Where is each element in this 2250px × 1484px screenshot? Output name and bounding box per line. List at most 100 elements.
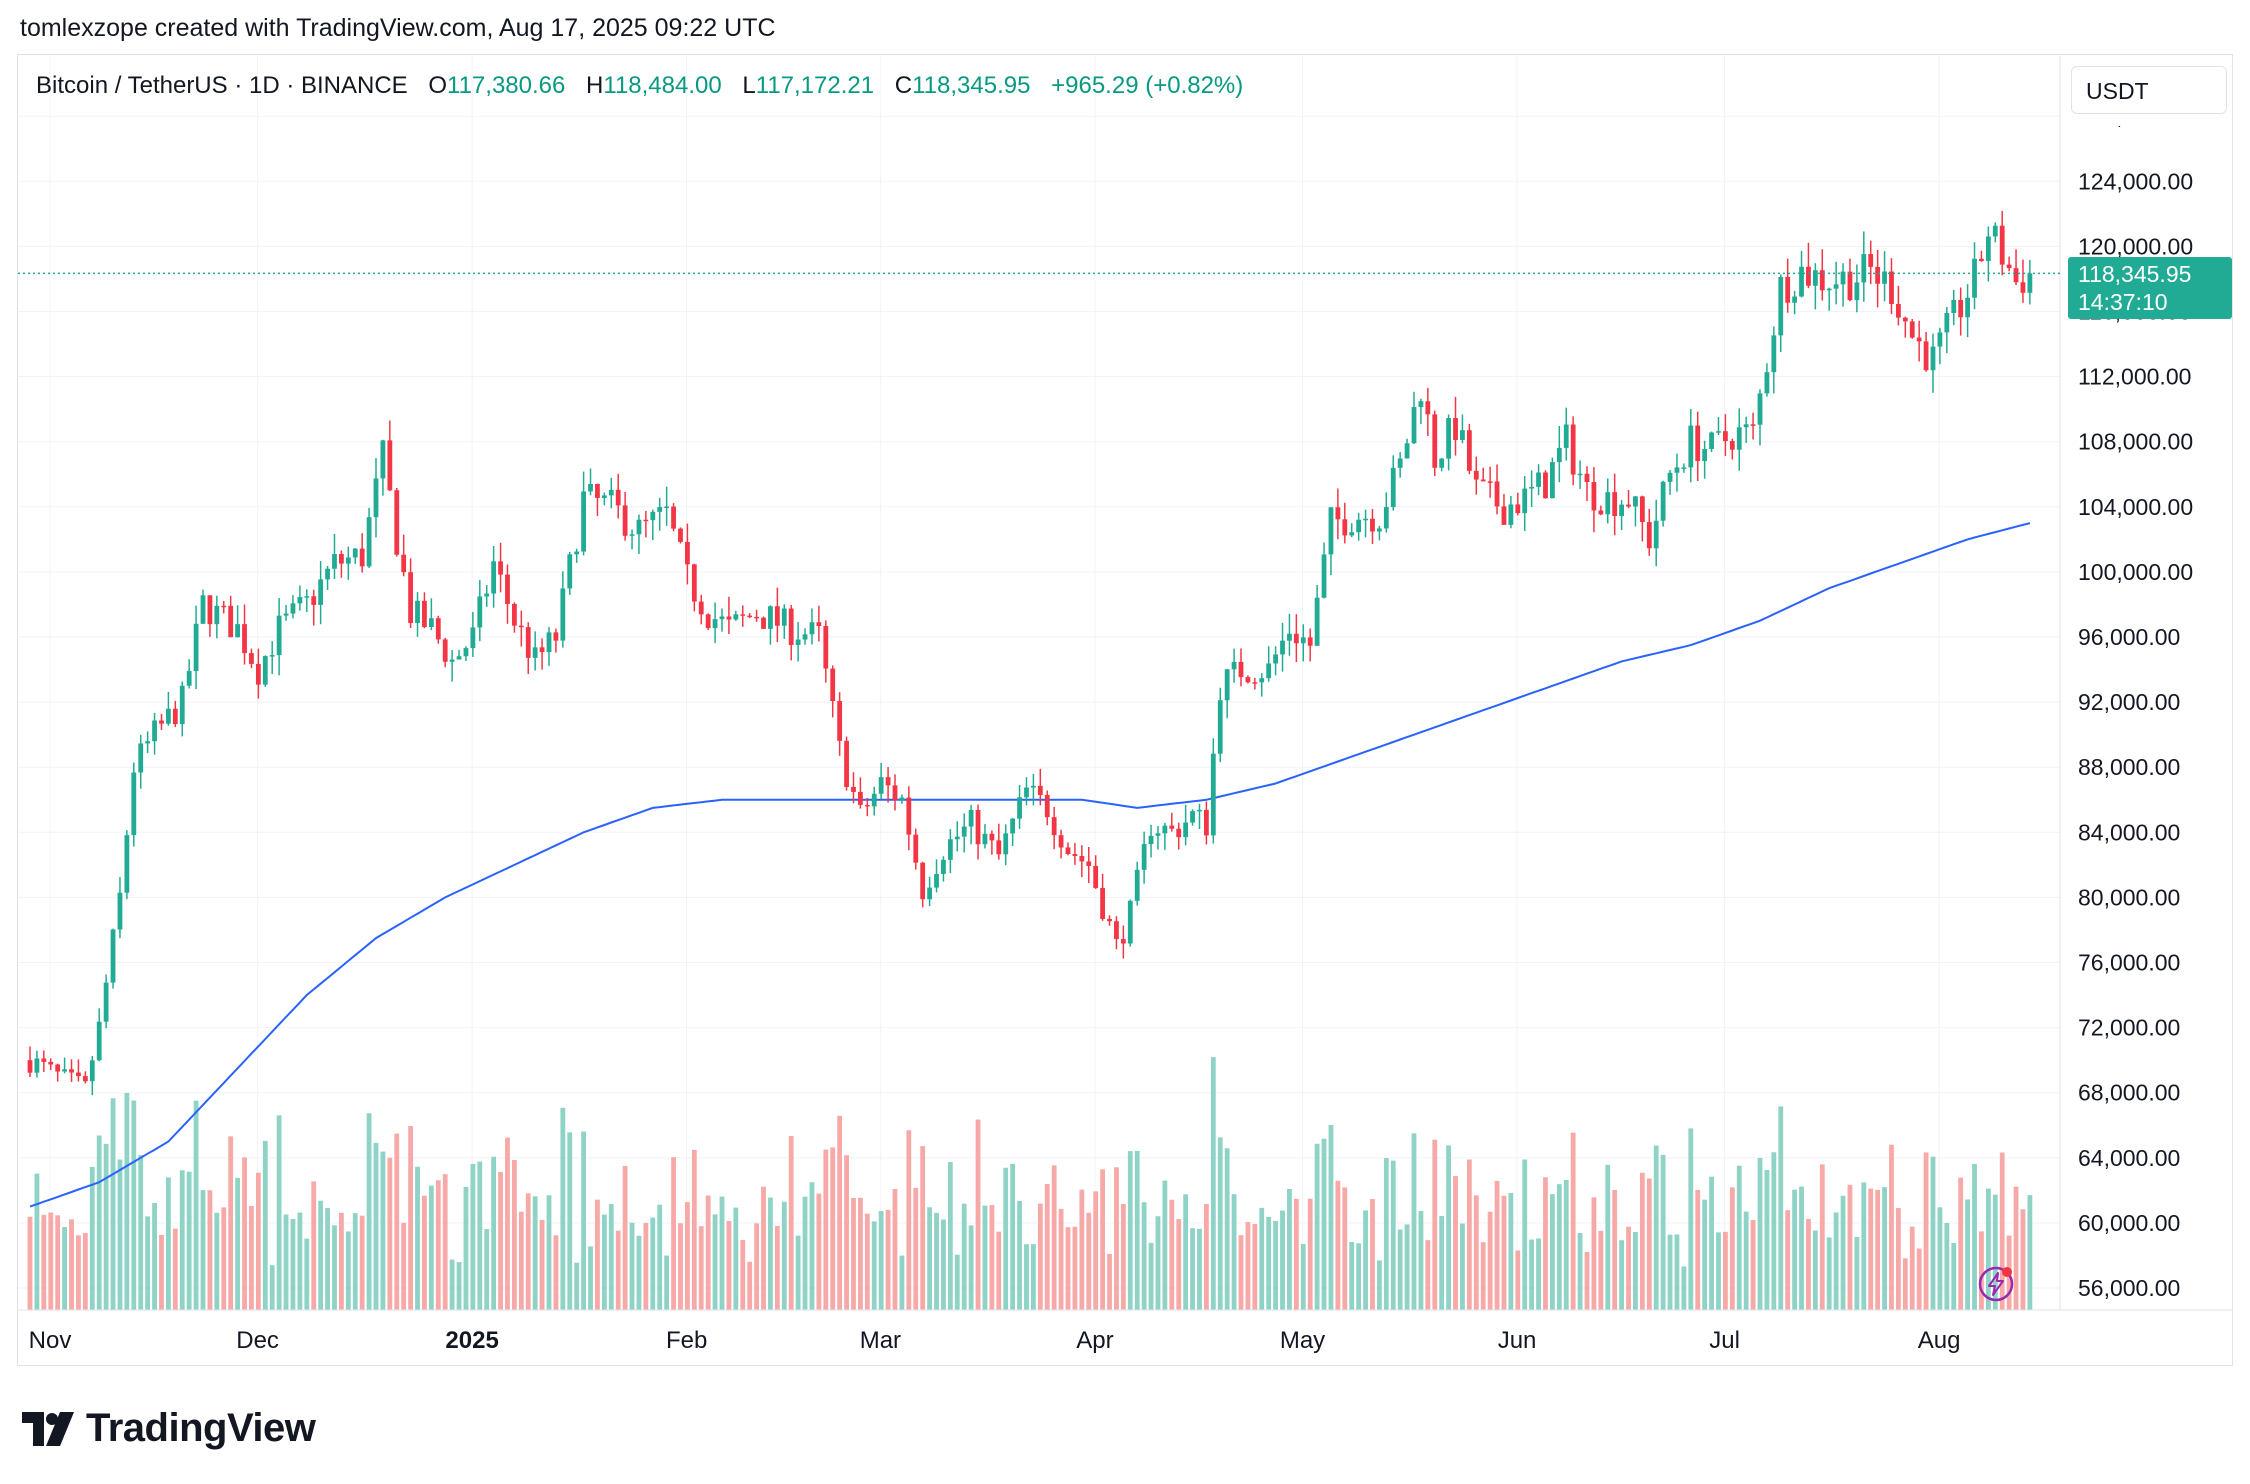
volume-bar (1743, 1211, 1749, 1310)
volume-bar (781, 1201, 787, 1310)
candle-body (1072, 854, 1078, 857)
candle-body (574, 551, 580, 555)
volume-bar (2027, 1195, 2033, 1310)
candle-body (332, 553, 337, 569)
volume-bar (359, 1215, 365, 1310)
candle-body (408, 572, 413, 623)
tradingview-logo[interactable]: TradingView (22, 1406, 316, 1451)
volume-bar (290, 1219, 296, 1310)
candle-body (1058, 835, 1064, 848)
candle-body (678, 528, 683, 542)
symbol-title[interactable]: Bitcoin / TetherUS · 1D · BINANCE (36, 72, 408, 99)
volume-bar (1051, 1165, 1057, 1310)
candle-body (505, 574, 510, 604)
volume-bar (2013, 1186, 2019, 1310)
candle-body (1688, 425, 1694, 468)
volume-bar (608, 1204, 614, 1310)
candle-body (1349, 532, 1355, 536)
volume-bar (442, 1174, 448, 1310)
volume-bar (1985, 1188, 1991, 1310)
volume-bar (1176, 1219, 1182, 1310)
price-tick-label: 72,000.00 (2078, 1015, 2180, 1041)
volume-bar (595, 1199, 600, 1310)
volume-bar (484, 1229, 490, 1310)
volume-bar (283, 1214, 289, 1310)
volume-bar (1065, 1227, 1071, 1310)
candle-body (1875, 266, 1881, 284)
candle-body (96, 1021, 102, 1061)
time-tick-label: Mar (860, 1327, 901, 1354)
candle-body (1653, 520, 1659, 549)
volume-bar (1370, 1199, 1375, 1310)
price-tick-label: 108,000.00 (2078, 429, 2193, 455)
candle-body (1681, 467, 1687, 469)
candle-body (1785, 276, 1791, 303)
candle-body (920, 862, 926, 900)
volume-bar (1086, 1212, 1092, 1310)
volume-bar (249, 1205, 254, 1310)
candle-body (1778, 276, 1784, 336)
volume-bar (947, 1162, 953, 1310)
candle-body (1833, 284, 1839, 289)
chart-grid (18, 56, 2060, 1310)
candle-body (622, 505, 628, 536)
volume-bars (27, 1057, 2033, 1310)
volume-bar (1646, 1178, 1652, 1310)
candle-body (82, 1076, 88, 1082)
volume-bar (1411, 1133, 1417, 1310)
candle-body (1868, 254, 1874, 267)
symbol-legend: Bitcoin / TetherUS · 1D · BINANCE O117,3… (36, 72, 1243, 100)
volume-bar (1633, 1231, 1638, 1310)
candle-body (1079, 856, 1085, 862)
candle-body (1598, 510, 1604, 515)
candle-body (664, 506, 670, 509)
volume-bar (913, 1187, 919, 1310)
candle-body (456, 656, 462, 660)
volume-bar (1951, 1243, 1957, 1310)
volume-bar (1702, 1199, 1708, 1310)
candle-body (1826, 288, 1832, 291)
volume-bar (373, 1142, 379, 1310)
volume-bar (1079, 1189, 1085, 1310)
candle-body (1716, 431, 1721, 433)
candle-body (864, 804, 870, 807)
candle-body (781, 608, 787, 626)
flash-icon[interactable] (1976, 1264, 2016, 1304)
volume-bar (1723, 1231, 1728, 1310)
candle-body (671, 506, 676, 529)
candle-body (1287, 633, 1292, 641)
volume-bar (1300, 1244, 1306, 1310)
candle-body (1300, 637, 1306, 644)
candle-body (1764, 372, 1770, 394)
volume-bar (1536, 1238, 1541, 1310)
candle-body (1363, 518, 1368, 521)
volume-bar (1792, 1189, 1797, 1310)
candle-body (235, 624, 240, 638)
volume-bar (1335, 1180, 1341, 1310)
volume-bar (1204, 1204, 1209, 1310)
volume-bar (415, 1166, 420, 1310)
currency-button[interactable]: USDT (2071, 66, 2227, 114)
volume-bar (55, 1215, 61, 1310)
volume-bar (1349, 1242, 1355, 1310)
candle-body (1847, 271, 1853, 301)
volume-bar (1439, 1215, 1445, 1310)
volume-bar (69, 1219, 74, 1310)
candle-body (1660, 481, 1666, 521)
candle-body (34, 1058, 40, 1073)
volume-bar (339, 1212, 344, 1310)
volume-bar (1958, 1177, 1964, 1310)
candle-body (1646, 522, 1652, 549)
volume-bar (255, 1172, 261, 1310)
candle-body (103, 982, 109, 1022)
candle-body (1148, 835, 1154, 845)
volume-bar (1729, 1187, 1735, 1310)
candle-body (996, 840, 1002, 855)
volume-bar (747, 1261, 753, 1310)
candle-body (1155, 833, 1161, 836)
time-tick-label: 2025 (445, 1327, 498, 1354)
volume-bar (1266, 1216, 1272, 1310)
volume-bar (830, 1147, 836, 1310)
volume-bar (1854, 1236, 1860, 1310)
